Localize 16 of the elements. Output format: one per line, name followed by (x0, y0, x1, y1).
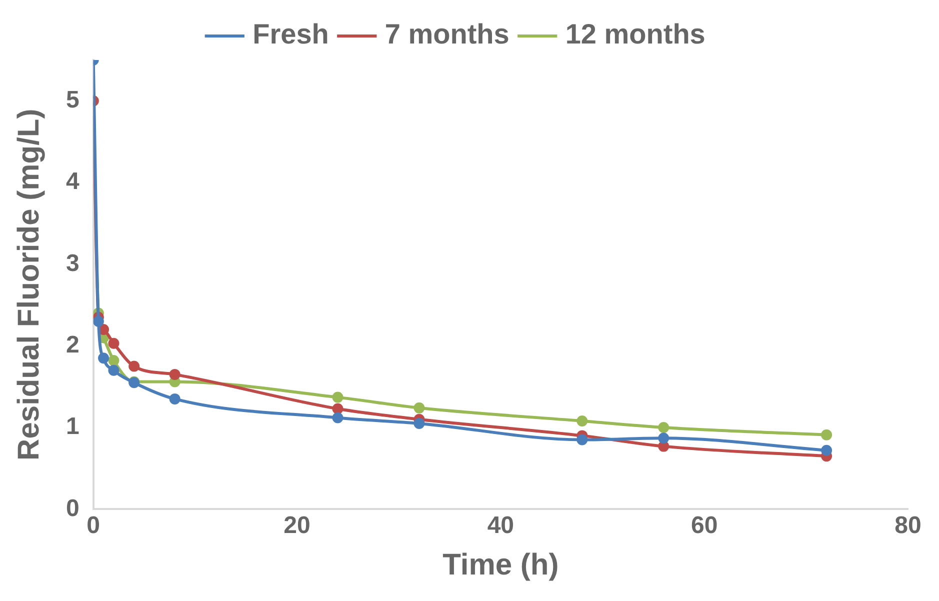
y-axis-title: Residual Fluoride (mg/L) (12, 108, 46, 460)
x-tick-label: 60 (690, 512, 718, 540)
x-axis-title: Time (h) (442, 548, 559, 582)
x-tick-label: 40 (487, 512, 514, 540)
legend-label: Fresh (252, 18, 329, 50)
y-tick-label: 5 (66, 86, 80, 114)
y-tick-label: 1 (66, 413, 80, 440)
y-tick-label: 4 (66, 168, 80, 196)
y-tick-label: 2 (66, 331, 80, 358)
x-tick-label: 0 (86, 512, 100, 540)
x-tick-label: 80 (894, 512, 922, 540)
x-tick-label: 20 (284, 512, 310, 540)
y-tick-label: 0 (66, 494, 80, 522)
legend-label: 7 months (384, 18, 510, 50)
y-tick-label: 3 (66, 250, 80, 277)
legend-label: 12 months (565, 18, 706, 50)
